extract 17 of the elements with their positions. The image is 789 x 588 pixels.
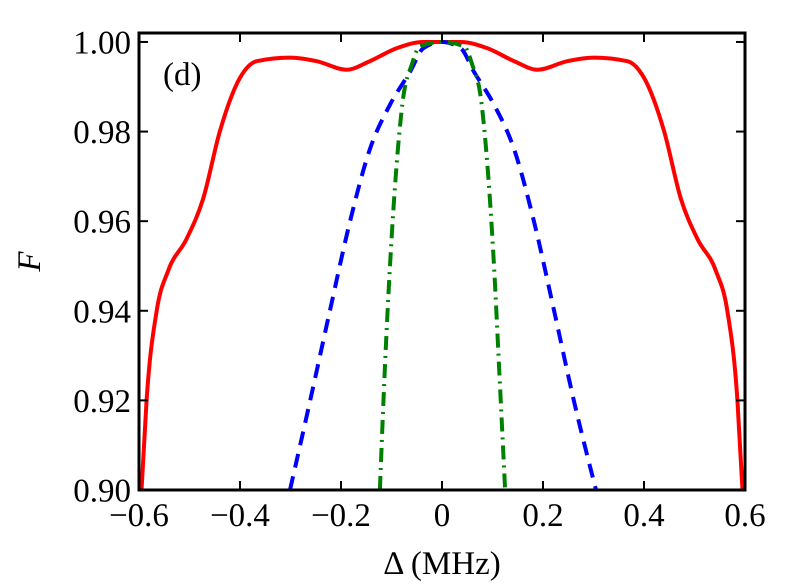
y-tick-label: 0.98 — [73, 115, 131, 152]
x-axis-title: Δ (MHz) — [383, 546, 501, 582]
line-series — [378, 40, 508, 490]
y-axis-title: F — [12, 250, 48, 273]
y-tick-label: 1.00 — [73, 26, 131, 62]
x-tick-label: 0 — [434, 498, 450, 534]
x-tick-label: −0.4 — [210, 498, 270, 534]
y-tick-label: 0.94 — [73, 294, 131, 330]
x-tick-label: −0.2 — [311, 498, 371, 534]
x-tick-label: 0.2 — [522, 498, 564, 534]
x-tick-label: 0.4 — [623, 498, 665, 534]
y-tick-label: 0.96 — [73, 204, 131, 241]
annotation: (d) — [163, 57, 202, 93]
line-series — [288, 40, 598, 490]
y-tick-label: 0.92 — [73, 384, 131, 420]
line-series — [140, 40, 744, 490]
x-tick-label: 0.6 — [724, 498, 766, 534]
